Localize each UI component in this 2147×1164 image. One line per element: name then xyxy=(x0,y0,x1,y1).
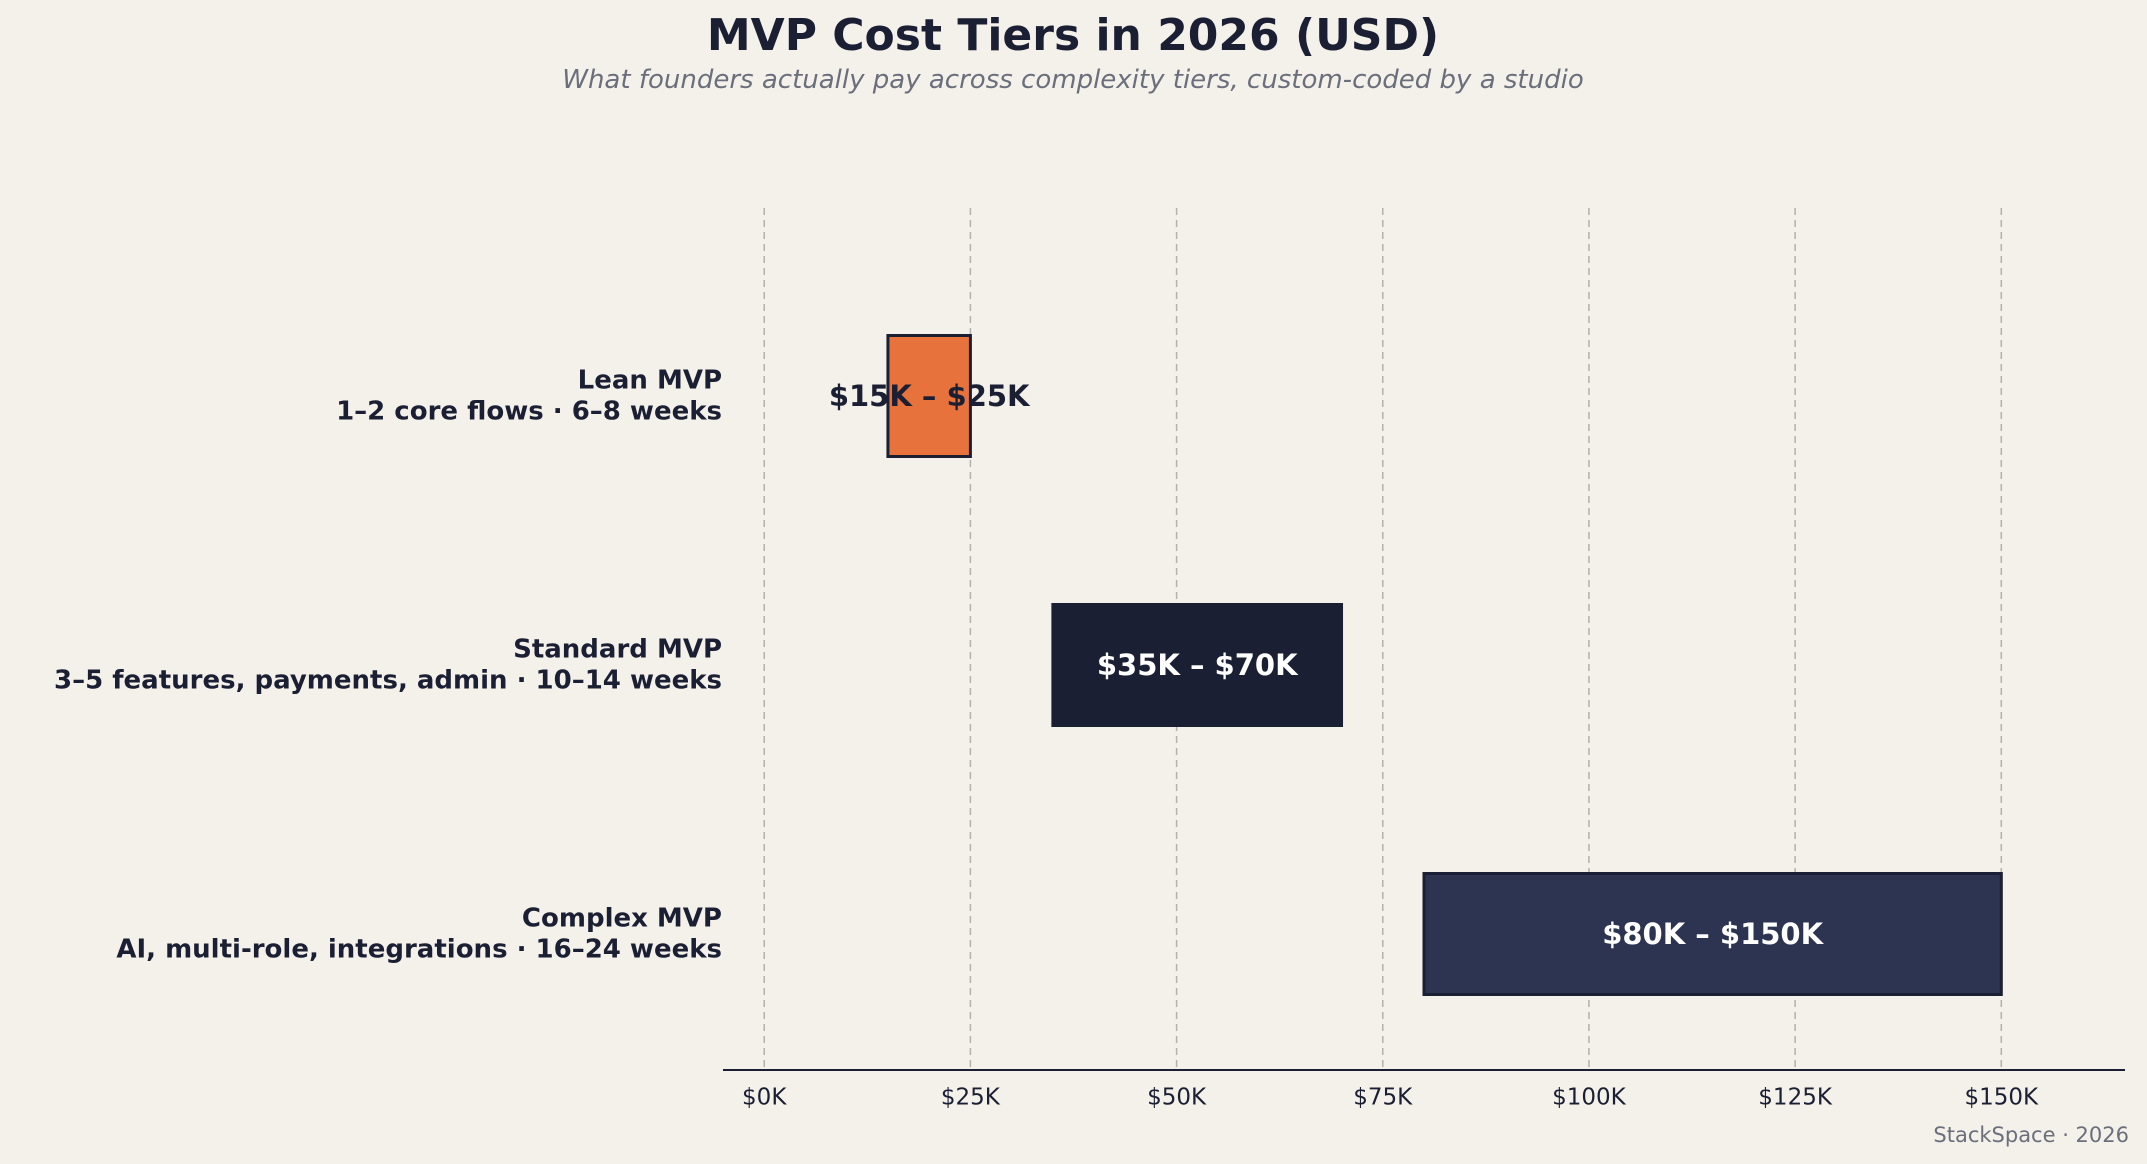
x-tick-label: $125K xyxy=(1758,1085,1833,1111)
range-bar xyxy=(886,334,972,458)
source-credit: StackSpace · 2026 xyxy=(1933,1123,2129,1147)
category-detail-label: 1–2 core flows · 6–8 weeks xyxy=(336,397,722,427)
range-bar xyxy=(1422,872,2003,996)
x-tick-label: $50K xyxy=(1147,1085,1207,1111)
category-name-label: Lean MVP xyxy=(578,366,722,396)
x-axis-tick-labels: $0K $25K $50K $75K $100K $125K $150K xyxy=(742,1085,2039,1111)
x-tick-label: $0K xyxy=(742,1085,787,1111)
range-bar xyxy=(1051,603,1344,727)
x-tick-label: $150K xyxy=(1964,1085,2039,1111)
x-tick-label: $100K xyxy=(1552,1085,1627,1111)
chart-title: MVP Cost Tiers in 2026 (USD) xyxy=(707,10,1439,61)
bar-value-label: $80K – $150K xyxy=(1602,917,1824,951)
chart-subtitle: What founders actually pay across comple… xyxy=(562,65,1584,95)
bar-value-label: $35K – $70K xyxy=(1097,648,1299,682)
bar-value-label: $15K – $25K xyxy=(829,379,1031,413)
category-name-label: Standard MVP xyxy=(513,635,722,665)
range-bars xyxy=(886,334,2003,996)
category-name-label: Complex MVP xyxy=(522,904,722,934)
category-detail-label: 3–5 features, payments, admin · 10–14 we… xyxy=(54,666,722,696)
bar-value-labels: $15K – $25K $35K – $70K $80K – $150K xyxy=(829,379,1825,951)
x-tick-label: $75K xyxy=(1353,1085,1413,1111)
x-tick-label: $25K xyxy=(941,1085,1001,1111)
category-detail-label: AI, multi-role, integrations · 16–24 wee… xyxy=(116,935,722,965)
